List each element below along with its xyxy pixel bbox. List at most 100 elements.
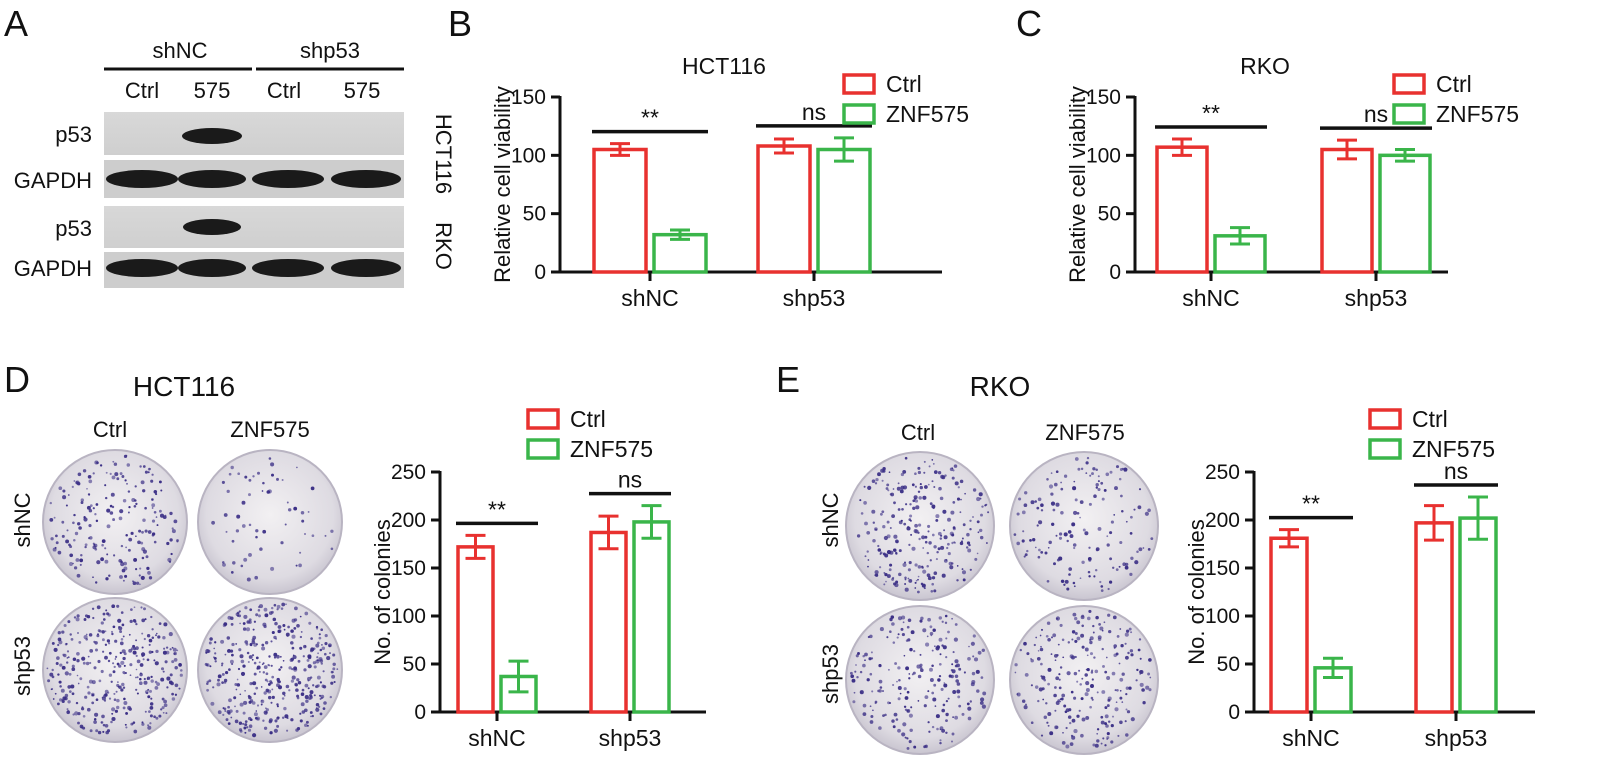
colony-dot xyxy=(89,504,93,507)
colony-dot xyxy=(1125,562,1129,567)
colony-dot xyxy=(927,530,930,533)
colony-panel-e: RKO Ctrl ZNF575 shNC shp53 xyxy=(818,371,1159,755)
colony-dot xyxy=(163,647,166,650)
colony-dot xyxy=(147,695,151,699)
colony-dot xyxy=(1101,629,1104,632)
colony-dot xyxy=(922,547,925,549)
colony-dot xyxy=(1021,699,1026,703)
colony-dot xyxy=(132,721,136,724)
colony-dot xyxy=(293,618,298,622)
legend-label: Ctrl xyxy=(886,71,922,97)
colony-dot xyxy=(906,690,910,694)
colony-dot xyxy=(931,576,936,580)
wb-band-gapdh xyxy=(331,259,401,277)
colony-dot xyxy=(860,512,864,515)
colony-dot xyxy=(125,454,128,457)
colony-dot xyxy=(1060,481,1062,484)
colony-dot xyxy=(1065,744,1070,749)
colony-dot xyxy=(1081,560,1085,564)
colony-dot xyxy=(278,668,281,671)
colony-dot xyxy=(332,671,334,673)
colony-dot xyxy=(1033,643,1036,647)
colony-dot xyxy=(226,649,231,653)
colony-dot xyxy=(1086,616,1091,621)
colony-dot xyxy=(119,651,123,655)
colony-dot xyxy=(129,619,133,624)
colony-dot xyxy=(967,548,972,553)
colony-dot xyxy=(931,582,934,586)
colony-dot xyxy=(171,697,176,701)
colony-dot xyxy=(101,539,106,543)
colony-dot xyxy=(959,541,964,546)
colony-dot xyxy=(132,644,136,648)
colony-dot xyxy=(897,686,902,690)
colony-dot xyxy=(1100,585,1104,588)
colony-dot xyxy=(128,505,131,509)
colony-dot xyxy=(878,663,882,667)
colony-dot xyxy=(893,501,896,505)
colony-dot xyxy=(148,650,152,654)
colony-dot xyxy=(148,638,153,643)
colony-dot xyxy=(144,710,147,713)
y-tick-label: 0 xyxy=(1228,701,1240,724)
colony-dot xyxy=(1081,677,1084,680)
colony-dot xyxy=(1127,651,1130,655)
colony-dot xyxy=(877,689,880,693)
colony-dot xyxy=(1091,678,1094,681)
colony-dot xyxy=(1085,715,1090,720)
colony-dot xyxy=(118,685,122,689)
colony-dot xyxy=(1091,472,1094,476)
colony-dot xyxy=(274,719,278,723)
colony-dot xyxy=(1092,467,1096,471)
colony-dot xyxy=(1074,655,1077,659)
colony-dot xyxy=(957,695,961,699)
colony-dot xyxy=(911,546,916,551)
colony-dot xyxy=(931,533,935,537)
colony-dot xyxy=(887,701,890,705)
colony-dot xyxy=(922,495,927,500)
colony-dot xyxy=(164,660,168,664)
wb-band-gapdh xyxy=(331,170,401,188)
colony-dot xyxy=(1120,644,1124,648)
colony-dot xyxy=(1107,613,1111,617)
colony-dot xyxy=(884,713,887,717)
colony-dot xyxy=(1078,669,1081,672)
colony-dot xyxy=(1043,715,1048,720)
colony-dot xyxy=(244,720,248,723)
colony-dot xyxy=(160,667,165,671)
colony-dot xyxy=(265,688,270,693)
colony-dot xyxy=(1124,565,1129,570)
colony-dot xyxy=(1040,509,1044,512)
colony-dot xyxy=(222,563,226,567)
colony-dot xyxy=(313,694,316,697)
western-blot: shNC shp53 Ctrl 575 Ctrl 575 p53 GAPDH p… xyxy=(14,38,456,288)
colony-dot xyxy=(268,719,273,724)
colony-dot xyxy=(1124,720,1127,723)
colony-dot xyxy=(975,669,980,674)
colony-dot xyxy=(116,477,120,481)
colony-dot xyxy=(972,488,977,492)
colony-dot xyxy=(917,490,921,494)
colony-dot xyxy=(951,740,953,743)
colony-dot xyxy=(914,472,917,476)
colony-dot xyxy=(1085,681,1090,686)
significance-label: ** xyxy=(1302,491,1320,517)
colony-dot xyxy=(874,570,879,575)
colony-dot xyxy=(957,486,960,489)
colony-dot xyxy=(86,685,90,689)
colony-dot xyxy=(943,559,948,563)
colony-dot xyxy=(966,702,970,706)
colony-dot xyxy=(87,655,90,658)
colony-dot xyxy=(907,618,912,623)
colony-dot xyxy=(270,701,273,704)
colony-dot xyxy=(121,623,125,627)
y-tick-label: 0 xyxy=(414,701,426,724)
colony-dot xyxy=(910,706,913,709)
legend-swatch-ctrl xyxy=(1392,73,1426,95)
colony-dot xyxy=(85,661,90,666)
colony-dot xyxy=(1105,724,1109,728)
colony-dot xyxy=(914,563,918,567)
colony-dot xyxy=(261,646,266,651)
colony-dot xyxy=(904,583,907,585)
bar-ctrl xyxy=(1414,521,1454,714)
